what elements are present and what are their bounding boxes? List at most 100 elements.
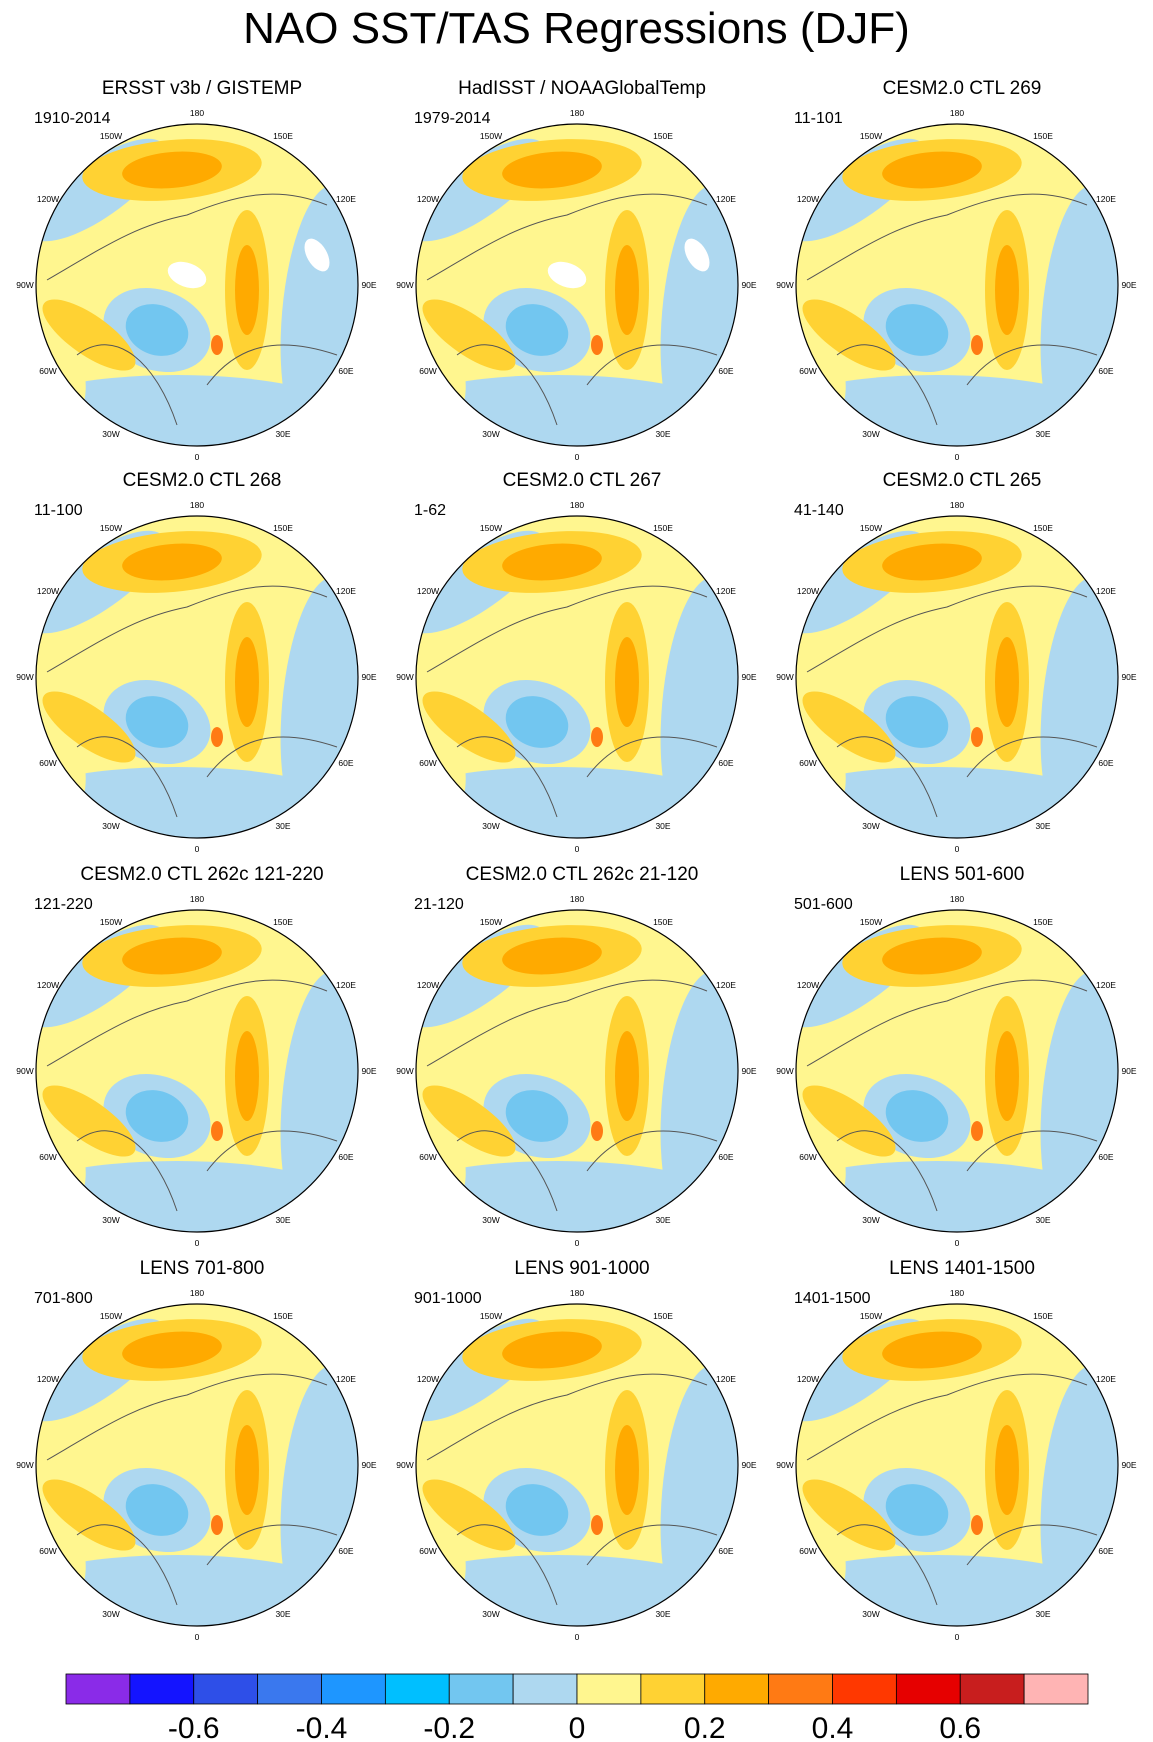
- warm-anomaly: [36, 1419, 86, 1591]
- warm-anomaly: [995, 1031, 1019, 1121]
- map-boundary: [415, 123, 739, 447]
- colorbar-swatch: [65, 1673, 131, 1705]
- warm-anomaly: [235, 1425, 259, 1515]
- longitude-label: 30E: [655, 1609, 670, 1619]
- panel-period: 41-140: [794, 502, 844, 519]
- warm-anomaly: [802, 299, 896, 371]
- coastline: [76, 1524, 178, 1606]
- coastline: [206, 1524, 338, 1566]
- warm-anomaly: [422, 691, 516, 763]
- coastline: [456, 736, 558, 818]
- longitude-label: 90E: [741, 280, 756, 290]
- cool-anomaly: [125, 1484, 189, 1536]
- coastline: [206, 344, 338, 386]
- warm-anomaly: [416, 631, 466, 803]
- warm-anomaly: [122, 937, 222, 975]
- panel-period: 11-101: [794, 110, 843, 127]
- warm-anomaly: [971, 335, 983, 355]
- longitude-label: 180: [190, 894, 204, 904]
- colorbar-tick-label: 0: [569, 1712, 586, 1742]
- longitude-label: 90W: [396, 1460, 413, 1470]
- longitude-label: 180: [190, 108, 204, 118]
- longitude-label: 60E: [338, 758, 353, 768]
- cool-anomaly: [885, 304, 949, 356]
- longitude-label: 30W: [482, 821, 499, 831]
- longitude-label: 30W: [102, 821, 119, 831]
- colorbar-swatch: [129, 1673, 195, 1705]
- longitude-label: 150W: [860, 523, 882, 533]
- cool-anomaly: [416, 375, 727, 446]
- longitude-label: 30E: [1035, 821, 1050, 831]
- longitude-label: 120E: [1096, 980, 1116, 990]
- longitude-label: 120W: [417, 1374, 439, 1384]
- longitude-label: 30E: [655, 821, 670, 831]
- map-boundary: [795, 123, 1119, 447]
- coastline: [46, 193, 328, 281]
- warm-anomaly: [122, 543, 222, 581]
- warm-anomaly: [971, 1121, 983, 1141]
- longitude-label: 90E: [1121, 1460, 1136, 1470]
- longitude-label: 30W: [862, 1609, 879, 1619]
- longitude-label: 150E: [653, 917, 673, 927]
- longitude-label: 120W: [37, 980, 59, 990]
- colorbar-swatch: [959, 1673, 1025, 1705]
- coastline: [966, 344, 1098, 386]
- coastline: [806, 1373, 1088, 1461]
- warm-anomaly: [416, 1419, 466, 1591]
- longitude-label: 180: [950, 1288, 964, 1298]
- coastline: [426, 585, 708, 673]
- cool-anomaly: [416, 1555, 727, 1626]
- map-panel: 180 150E 120E 90E 60E 30E 0 30W 60W 90W 120W 150W CE…: [772, 78, 1152, 468]
- map-panel: 180 150E 120E 90E 60E 30E 0 30W 60W 90W 120W 150W CE…: [392, 864, 772, 1254]
- coastline: [836, 736, 938, 818]
- longitude-label: 0: [575, 452, 580, 462]
- longitude-label: 180: [190, 500, 204, 510]
- polar-map: 180 150E 120E 90E 60E 30E 0 30W 60W 90W 120W 150W: [396, 108, 757, 462]
- map-panel: 180 150E 120E 90E 60E 30E 0 30W 60W 90W 120W 150W LE…: [392, 1258, 772, 1648]
- map-panel: 180 150E 120E 90E 60E 30E 0 30W 60W 90W 120W 150W CE…: [12, 470, 392, 860]
- panel-period: 701-800: [34, 1290, 93, 1307]
- cool-anomaly: [505, 1484, 569, 1536]
- panel-period: 501-600: [794, 896, 853, 913]
- longitude-label: 120W: [797, 194, 819, 204]
- cool-anomaly: [36, 375, 347, 446]
- warm-anomaly: [42, 1085, 136, 1157]
- longitude-label: 30E: [275, 429, 290, 439]
- colorbar-swatch: [193, 1673, 259, 1705]
- warm-anomaly: [882, 937, 982, 975]
- longitude-label: 90E: [361, 1460, 376, 1470]
- warm-anomaly: [995, 245, 1019, 335]
- coastline: [46, 585, 328, 673]
- longitude-label: 120E: [716, 980, 736, 990]
- warm-anomaly: [802, 691, 896, 763]
- warm-anomaly: [995, 1425, 1019, 1515]
- longitude-label: 0: [575, 1238, 580, 1248]
- longitude-label: 120E: [1096, 1374, 1116, 1384]
- coastline: [836, 1524, 938, 1606]
- panel-title: HadISST / NOAAGlobalTemp: [458, 78, 706, 99]
- warm-anomaly: [802, 1085, 896, 1157]
- longitude-label: 30E: [1035, 1215, 1050, 1225]
- map-boundary: [795, 515, 1119, 839]
- coastline: [586, 736, 718, 778]
- missing-data: [304, 238, 330, 272]
- longitude-label: 180: [570, 500, 584, 510]
- missing-data: [547, 261, 587, 289]
- polar-map: 180 150E 120E 90E 60E 30E 0 30W 60W 90W 120W 150W: [776, 1288, 1137, 1642]
- longitude-label: 60E: [338, 1546, 353, 1556]
- longitude-label: 30W: [862, 821, 879, 831]
- longitude-label: 60E: [718, 366, 733, 376]
- longitude-label: 60E: [1098, 1546, 1113, 1556]
- longitude-label: 150W: [480, 131, 502, 141]
- longitude-label: 60E: [718, 758, 733, 768]
- cool-anomaly: [36, 767, 347, 838]
- colorbar-swatch: [576, 1673, 642, 1705]
- longitude-label: 90E: [361, 280, 376, 290]
- longitude-label: 90E: [741, 1066, 756, 1076]
- longitude-label: 120W: [37, 194, 59, 204]
- longitude-label: 30E: [1035, 1609, 1050, 1619]
- longitude-label: 90E: [1121, 672, 1136, 682]
- longitude-label: 30E: [655, 429, 670, 439]
- warm-anomaly: [211, 1515, 223, 1535]
- polar-map: 180 150E 120E 90E 60E 30E 0 30W 60W 90W 120W 150W: [396, 894, 757, 1248]
